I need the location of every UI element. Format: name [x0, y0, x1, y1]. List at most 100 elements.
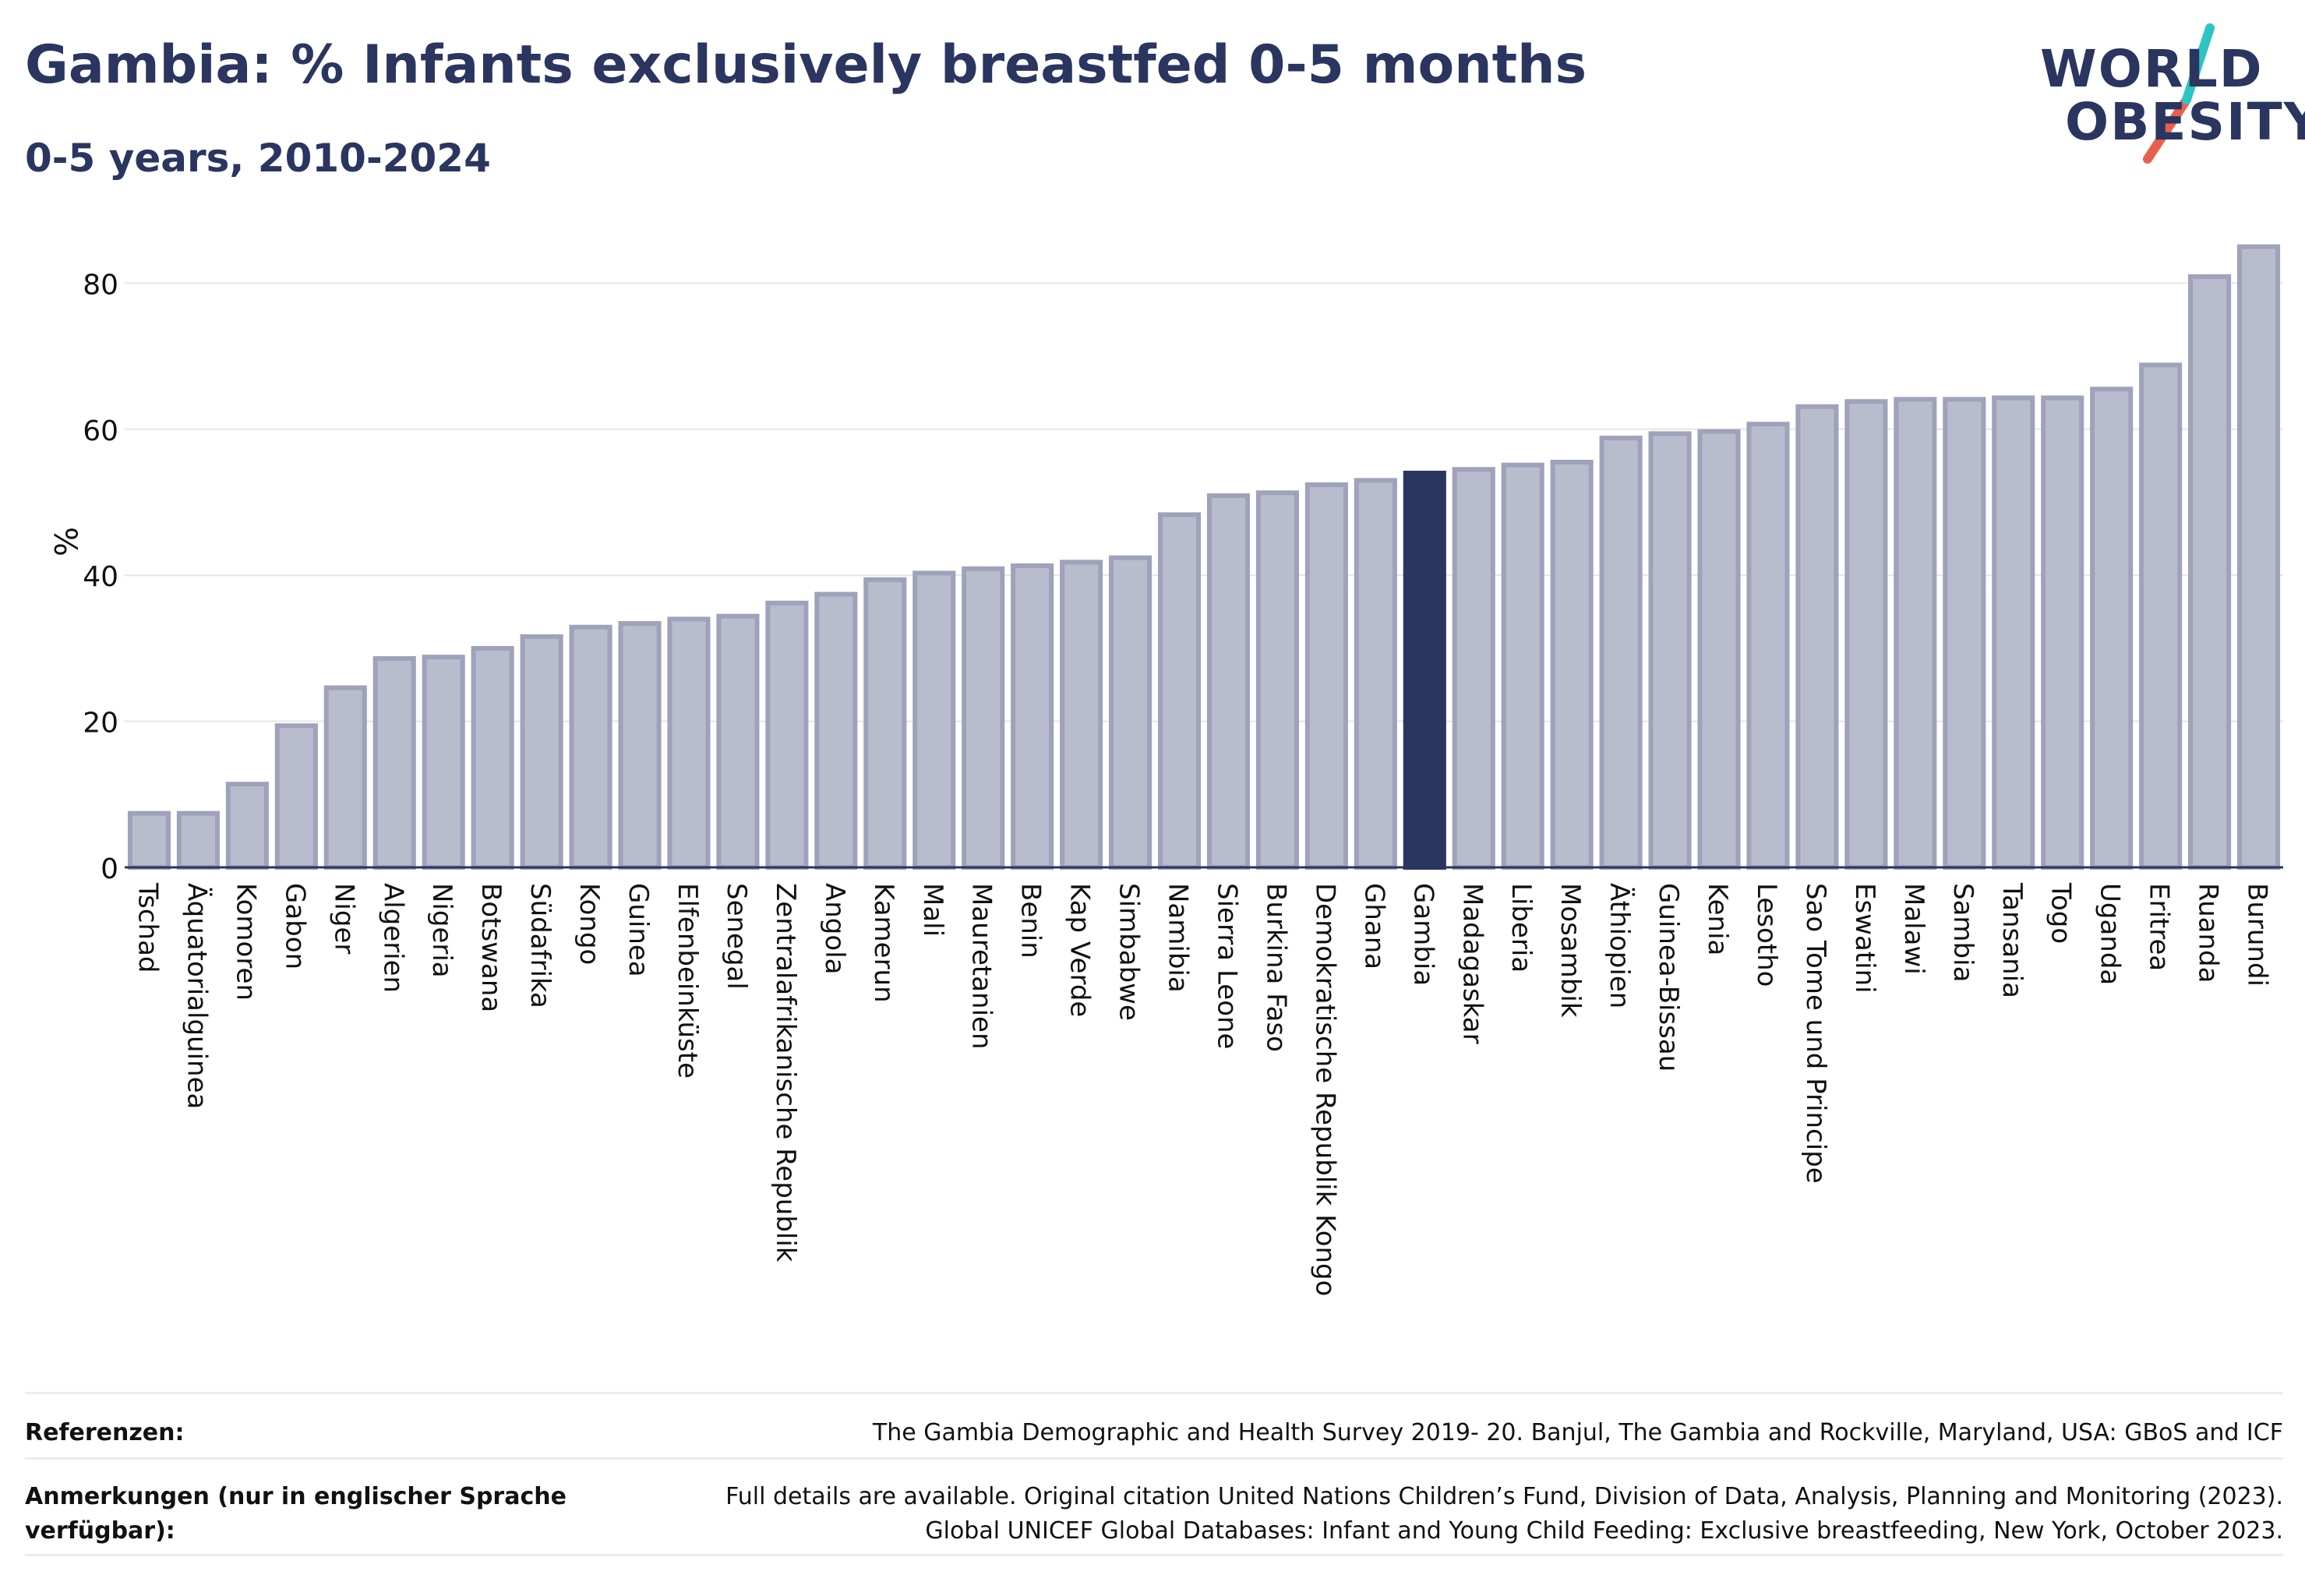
bar-angola — [814, 591, 858, 870]
bar-ghana — [1354, 478, 1397, 870]
bar-guinea-bissau — [1648, 431, 1692, 870]
bar-togo — [2041, 395, 2084, 870]
bar-benin — [1011, 563, 1054, 870]
bar-niger — [323, 685, 367, 870]
x-tick-label: Komoren — [230, 883, 261, 1001]
bar-madagaskar — [1452, 467, 1495, 870]
bar-eswatini — [1844, 399, 1888, 870]
x-tick-label: Eswatini — [1849, 883, 1880, 994]
bar-kenia — [1697, 429, 1741, 870]
x-tick-label: Simbabwe — [1114, 883, 1145, 1021]
y-axis-ticks: 0 20 40 60 80 — [83, 269, 118, 885]
bar-burkina-faso — [1255, 490, 1299, 870]
x-axis-ticks: Tschad Äquatorialguinea Komoren Gabon Niger A… — [132, 882, 2272, 1296]
x-tick-label: Burundi — [2242, 883, 2273, 987]
bars — [127, 244, 2281, 870]
y-tick-label: 60 — [83, 415, 118, 447]
bar-sierra-leone — [1206, 493, 1251, 870]
x-tick-label: Algerien — [377, 883, 408, 993]
y-tick-label: 0 — [101, 853, 118, 885]
bar-senegal — [716, 613, 760, 870]
x-tick-label: Niger — [328, 883, 359, 954]
x-tick-label: Äthiopien — [1604, 883, 1635, 1008]
x-tick-label: Mauretanien — [966, 883, 997, 1050]
bar-gambia — [1403, 471, 1446, 870]
x-tick-label: Benin — [1015, 883, 1047, 959]
x-tick-label: Guinea — [623, 883, 654, 977]
x-tick-label: Gambia — [1407, 883, 1438, 986]
chart-title: Gambia: % Infants exclusively breastfed … — [25, 34, 1587, 96]
x-tick-label: Lesotho — [1751, 883, 1782, 987]
x-tick-label: Sao Tome und Principe — [1800, 883, 1831, 1184]
bar-mali — [912, 570, 956, 870]
x-tick-label: Burkina Faso — [1260, 883, 1291, 1052]
references-text: The Gambia Demographic and Health Survey… — [872, 1419, 2283, 1446]
y-tick-label: 40 — [83, 561, 118, 593]
bar-algerien — [372, 656, 416, 870]
x-tick-label: Südafrika — [524, 883, 556, 1008]
bar-nigeria — [422, 655, 465, 870]
x-tick-label: Ruanda — [2193, 883, 2224, 983]
x-tick-label: Guinea-Bissau — [1653, 883, 1684, 1072]
notes-label-line-1: Anmerkungen (nur in englischer Sprache — [25, 1483, 567, 1510]
logo-line-2: OBESITY — [2065, 92, 2305, 152]
x-tick-label: Elfenbeinküste — [672, 883, 703, 1079]
bar-demokratische-republik-kongo — [1304, 482, 1348, 870]
x-tick-label: Kamerun — [868, 883, 899, 1003]
x-tick-label: Demokratische Republik Kongo — [1309, 883, 1340, 1296]
x-tick-label: Togo — [2046, 882, 2077, 944]
y-axis-label: % — [47, 527, 83, 556]
bar-lesotho — [1746, 422, 1790, 870]
bar-eritrea — [2139, 362, 2183, 870]
bar-chart: 0 20 40 60 80 % Tschad Äquatorialguinea Komore… — [47, 244, 2283, 1296]
x-tick-label: Kap Verde — [1064, 883, 1096, 1017]
bar-kap-verde — [1060, 560, 1103, 870]
bar-malawi — [1894, 397, 1937, 870]
bar-südafrika — [520, 634, 563, 870]
notes-text-line-1: Full details are available. Original cit… — [725, 1483, 2283, 1510]
x-tick-label: Sierra Leone — [1211, 883, 1242, 1049]
x-tick-label: Botswana — [475, 883, 507, 1012]
footer-notes: Anmerkungen (nur in englischer Sprache v… — [25, 1457, 2283, 1545]
bar-elfenbeinküste — [667, 616, 711, 870]
bar-guinea — [618, 621, 662, 870]
y-tick-label: 80 — [83, 269, 118, 301]
x-tick-label: Namibia — [1163, 883, 1194, 993]
notes-label-line-2: verfügbar): — [25, 1517, 175, 1545]
bar-ruanda — [2188, 274, 2232, 870]
bar-sao-tome-und-principe — [1795, 404, 1839, 870]
logo-slash-icon — [2143, 23, 2215, 164]
x-tick-label: Mali — [917, 883, 948, 937]
notes-text-line-2: Global UNICEF Global Databases: Infant a… — [925, 1517, 2283, 1545]
x-tick-label: Mosambik — [1555, 883, 1586, 1018]
x-tick-label: Malawi — [1898, 883, 1929, 975]
x-tick-label: Kongo — [574, 883, 605, 965]
y-tick-label: 20 — [83, 708, 118, 740]
bar-zentralafrikanische-republik — [765, 600, 809, 870]
bar-kamerun — [863, 577, 907, 870]
footer-references: Referenzen: The Gambia Demographic and H… — [25, 1392, 2283, 1446]
bar-kongo — [569, 624, 612, 870]
bar-gabon — [274, 723, 318, 870]
chart-subtitle: 0-5 years, 2010-2024 — [25, 136, 491, 181]
bar-simbabwe — [1109, 555, 1152, 870]
bar-mosambik — [1550, 459, 1594, 870]
x-tick-label: Madagaskar — [1456, 883, 1488, 1044]
bar-uganda — [2090, 387, 2134, 870]
x-tick-label: Sambia — [1947, 883, 1978, 982]
x-tick-label: Uganda — [2095, 883, 2126, 985]
x-tick-label: Kenia — [1702, 883, 1733, 955]
x-tick-label: Ghana — [1358, 883, 1389, 969]
x-tick-label: Zentralafrikanische Republik — [770, 883, 801, 1262]
footer-bottom-rule — [25, 1554, 2283, 1556]
x-tick-label: Nigeria — [426, 883, 457, 978]
bar-äquatorialguinea — [176, 810, 220, 870]
bar-liberia — [1501, 462, 1544, 870]
bar-äthiopien — [1599, 436, 1643, 870]
x-tick-label: Eritrea — [2144, 883, 2175, 971]
bar-burundi — [2236, 244, 2281, 870]
bar-sambia — [1943, 397, 1986, 870]
x-tick-label: Äquatorialguinea — [181, 883, 212, 1109]
bar-botswana — [471, 645, 514, 870]
bar-mauretanien — [962, 566, 1005, 870]
